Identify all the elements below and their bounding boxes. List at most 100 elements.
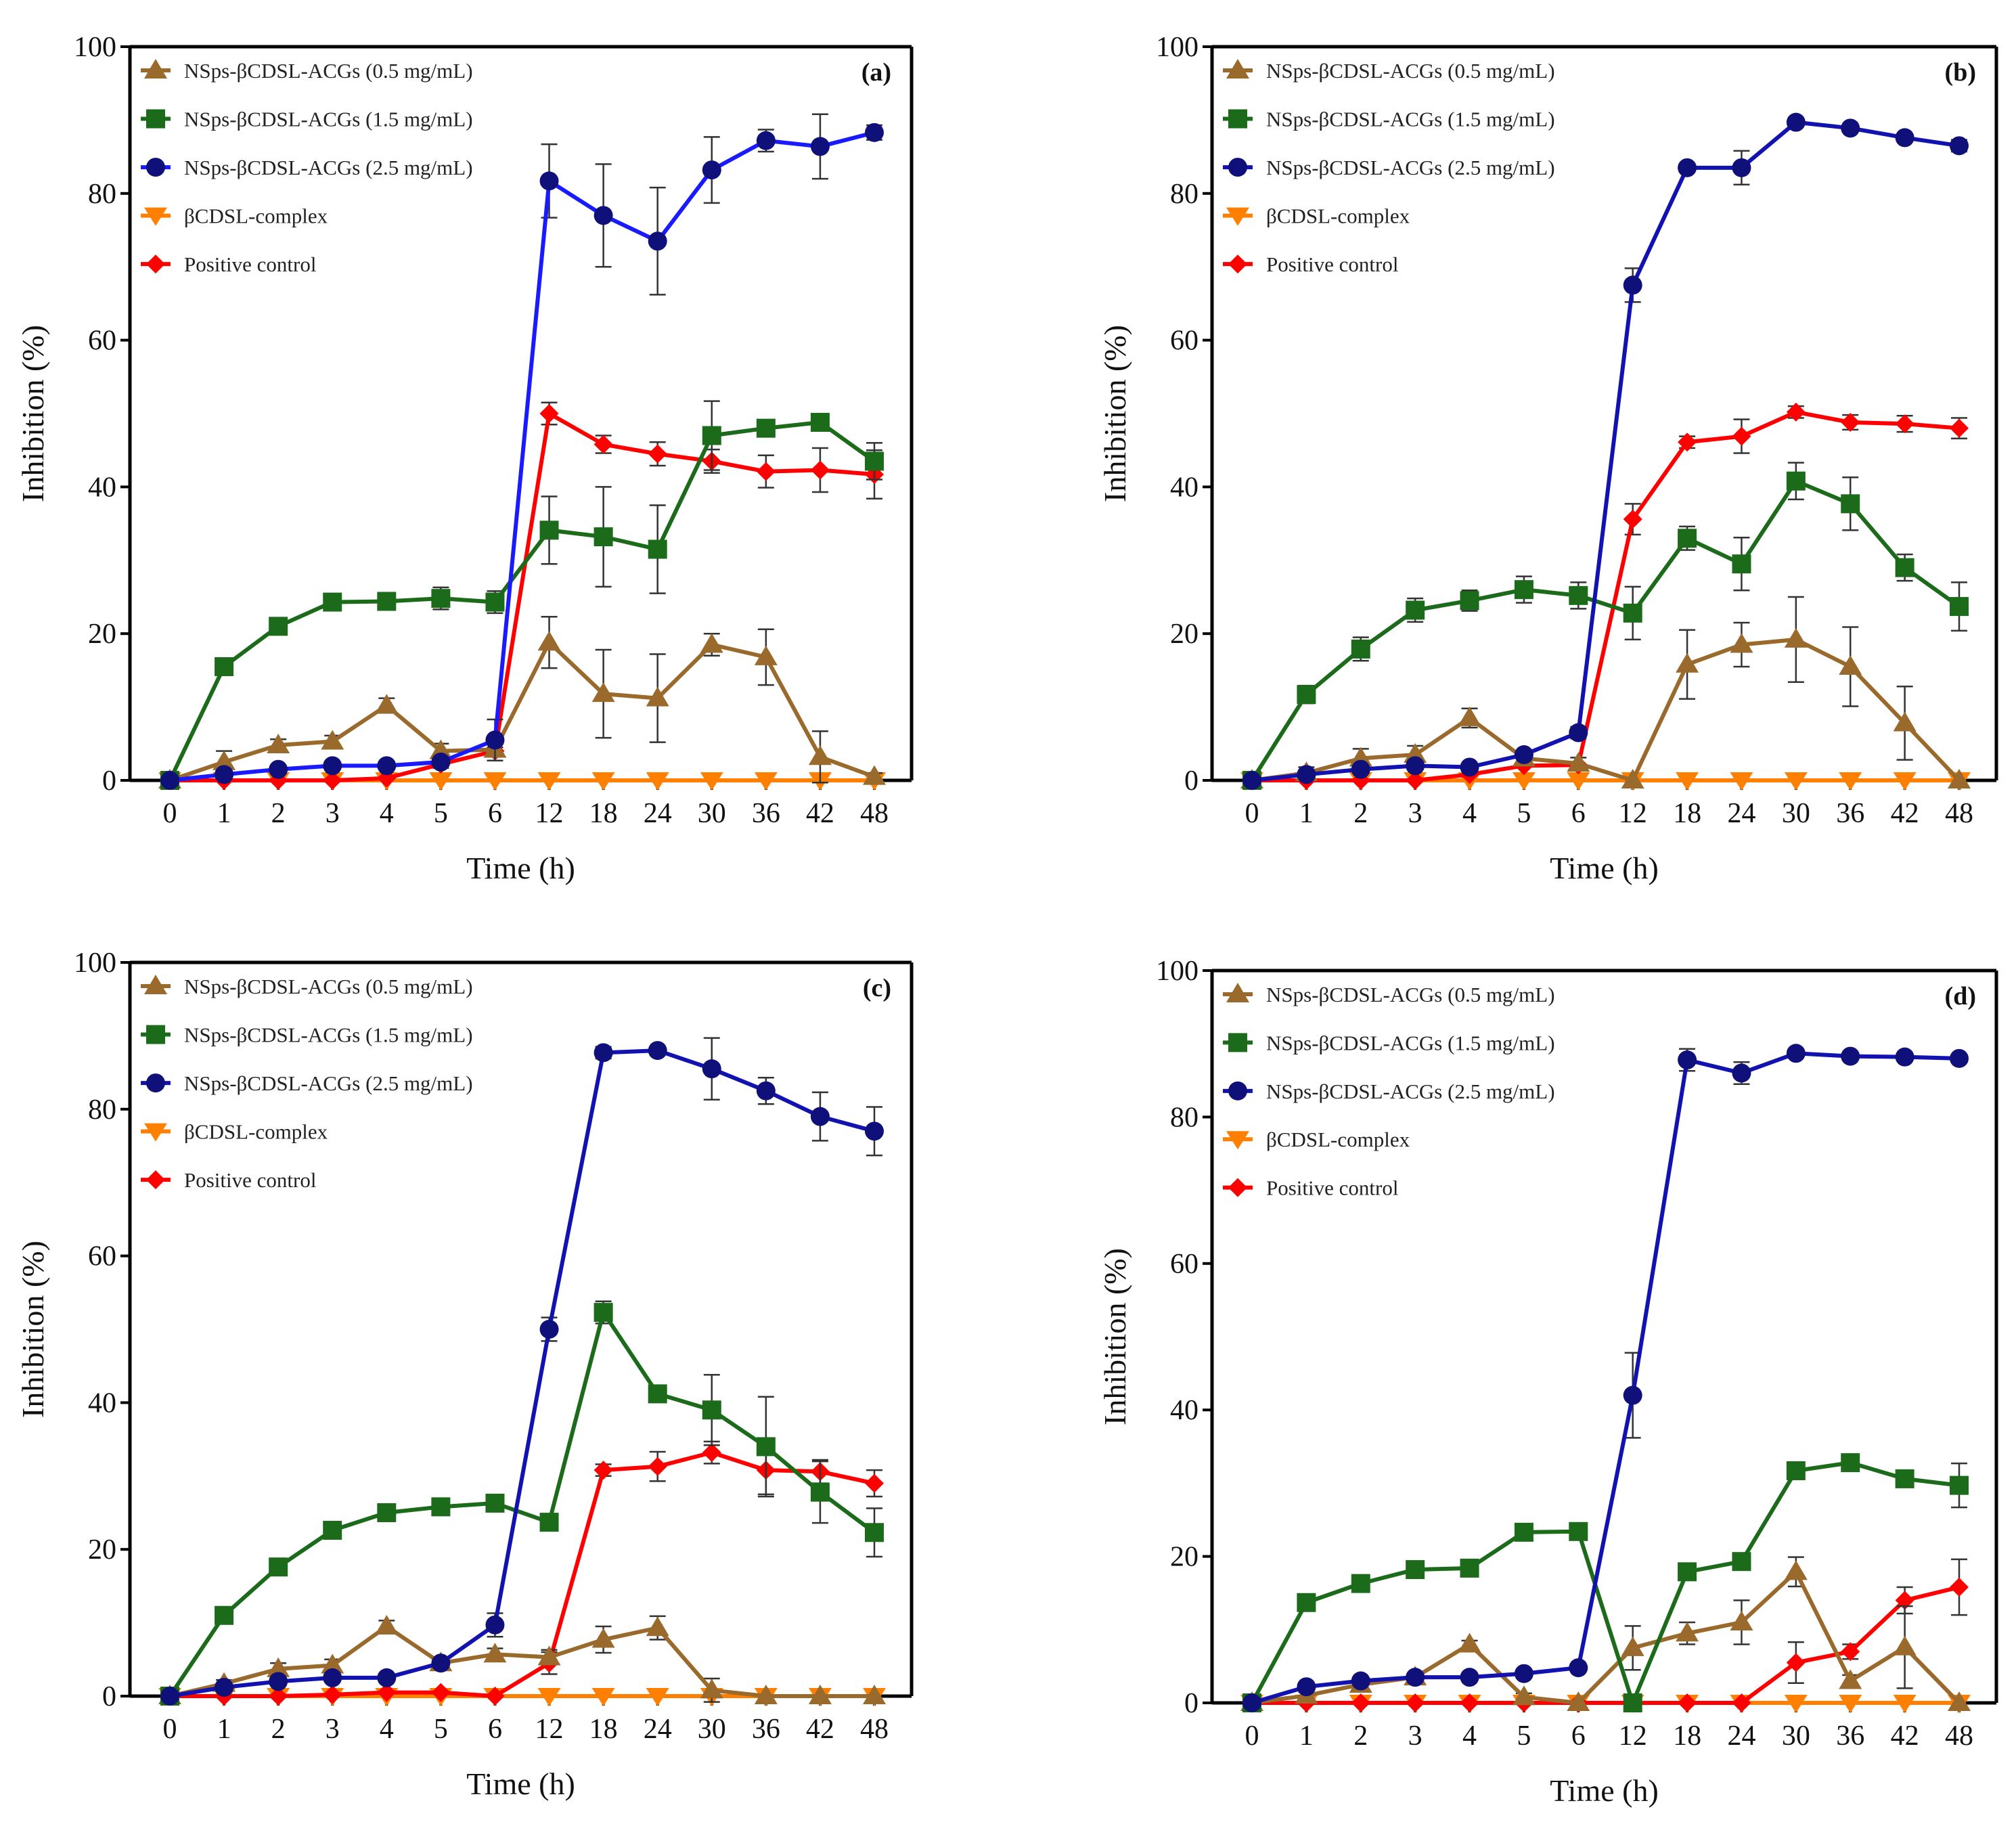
data-point <box>1950 597 1969 617</box>
y-tick-label: 80 <box>88 179 116 210</box>
legend-label: Positive control <box>184 252 316 276</box>
y-tick-label: 100 <box>1156 32 1199 63</box>
data-point <box>539 1320 559 1339</box>
series-line <box>169 640 876 782</box>
data-point <box>865 1523 884 1542</box>
legend-marker-circle <box>146 158 165 177</box>
data-point <box>810 460 830 480</box>
data-point <box>377 592 397 611</box>
series-square <box>1242 462 1969 790</box>
data-point <box>593 1043 613 1063</box>
data-point <box>1784 627 1808 648</box>
x-tick-label: 48 <box>1945 1720 1973 1752</box>
data-point <box>754 1685 778 1704</box>
legend: NSps-βCDSL-ACGs (0.5 mg/mL) NSps-βCDSL-AC… <box>141 975 473 1192</box>
legend-marker-diamond <box>1228 1178 1247 1197</box>
data-point <box>1732 1063 1751 1083</box>
data-point <box>321 1653 344 1674</box>
data-point <box>648 539 667 559</box>
data-point <box>700 633 723 653</box>
data-point <box>269 1557 288 1577</box>
data-point <box>1730 1610 1753 1630</box>
legend: NSps-βCDSL-ACGs (0.5 mg/mL) NSps-βCDSL-AC… <box>1223 983 1555 1200</box>
data-point <box>377 1503 397 1522</box>
data-point <box>593 206 613 225</box>
data-point <box>702 426 721 445</box>
x-tick-label: 12 <box>1619 1720 1647 1752</box>
data-point <box>1676 1622 1699 1642</box>
legend-marker-triangle-down <box>1226 1131 1249 1150</box>
data-point <box>1786 1461 1806 1481</box>
data-point <box>537 1645 561 1666</box>
data-point <box>1351 1693 1370 1712</box>
data-point <box>1786 112 1806 132</box>
data-point <box>1514 1522 1533 1542</box>
data-point <box>1514 1664 1533 1683</box>
data-point <box>1950 1475 1969 1495</box>
legend-marker-triangle-up <box>144 59 167 79</box>
data-point <box>1406 1668 1425 1687</box>
data-point <box>485 1615 505 1635</box>
data-point <box>1514 745 1533 765</box>
x-tick-label: 48 <box>1945 798 1973 829</box>
data-point <box>700 1679 723 1699</box>
data-point <box>1406 1693 1425 1712</box>
series-diamond <box>1242 1558 1969 1712</box>
x-tick-label: 3 <box>1408 798 1423 829</box>
x-tick-label: 42 <box>806 1714 834 1745</box>
x-tick-label: 1 <box>1299 1720 1314 1752</box>
data-point <box>591 1688 615 1706</box>
data-point <box>865 1121 884 1141</box>
series-circle <box>1242 1044 1969 1712</box>
data-point <box>323 771 342 790</box>
data-point <box>1786 471 1806 491</box>
legend-label: NSps-βCDSL-ACGs (1.5 mg/mL) <box>184 1023 473 1047</box>
data-point <box>1732 1693 1751 1712</box>
data-point <box>865 123 884 142</box>
data-point <box>1406 756 1425 776</box>
data-point <box>1621 1636 1644 1656</box>
x-tick-label: 5 <box>1517 1720 1531 1752</box>
x-tick-label: 6 <box>1571 1720 1586 1752</box>
data-point <box>215 765 234 784</box>
data-point <box>646 1616 669 1637</box>
legend-marker-diamond <box>1228 254 1247 274</box>
data-point <box>756 1081 776 1101</box>
data-point <box>591 682 615 703</box>
data-point <box>1621 769 1644 788</box>
x-tick-label: 48 <box>860 798 889 829</box>
y-axis-title: Inhibition (%) <box>1098 325 1132 502</box>
data-point <box>1839 654 1862 675</box>
series-triangle-up <box>1240 1556 1971 1711</box>
data-point <box>1623 510 1642 529</box>
legend-label: NSps-βCDSL-ACGs (0.5 mg/mL) <box>1266 59 1555 83</box>
series-triangle-up <box>1240 596 1971 788</box>
data-point <box>810 1107 830 1126</box>
data-point <box>1841 413 1860 432</box>
x-tick-label: 0 <box>1245 1720 1259 1752</box>
legend-label: NSps-βCDSL-ACGs (2.5 mg/mL) <box>184 1071 473 1095</box>
x-tick-label: 4 <box>1462 1720 1477 1752</box>
y-tick-label: 60 <box>88 1241 116 1272</box>
legend-label: NSps-βCDSL-ACGs (1.5 mg/mL) <box>184 108 473 131</box>
data-point <box>1678 529 1697 548</box>
x-tick-label: 36 <box>752 798 780 829</box>
data-point <box>1406 600 1425 620</box>
x-tick-label: 12 <box>535 798 564 829</box>
data-point <box>215 657 234 676</box>
x-tick-label: 18 <box>1673 1720 1701 1752</box>
data-point <box>1732 158 1751 177</box>
data-point <box>323 1668 342 1687</box>
x-tick-label: 1 <box>1299 798 1314 829</box>
x-tick-label: 6 <box>488 1714 502 1745</box>
y-tick-label: 60 <box>1170 1249 1199 1280</box>
data-point <box>1676 652 1699 673</box>
data-point <box>1351 759 1370 779</box>
y-tick-label: 20 <box>1170 619 1199 650</box>
data-point <box>539 171 559 191</box>
series-circle <box>160 113 884 790</box>
data-point <box>377 1668 397 1687</box>
x-tick-label: 12 <box>535 1714 564 1745</box>
data-point <box>1895 414 1914 434</box>
